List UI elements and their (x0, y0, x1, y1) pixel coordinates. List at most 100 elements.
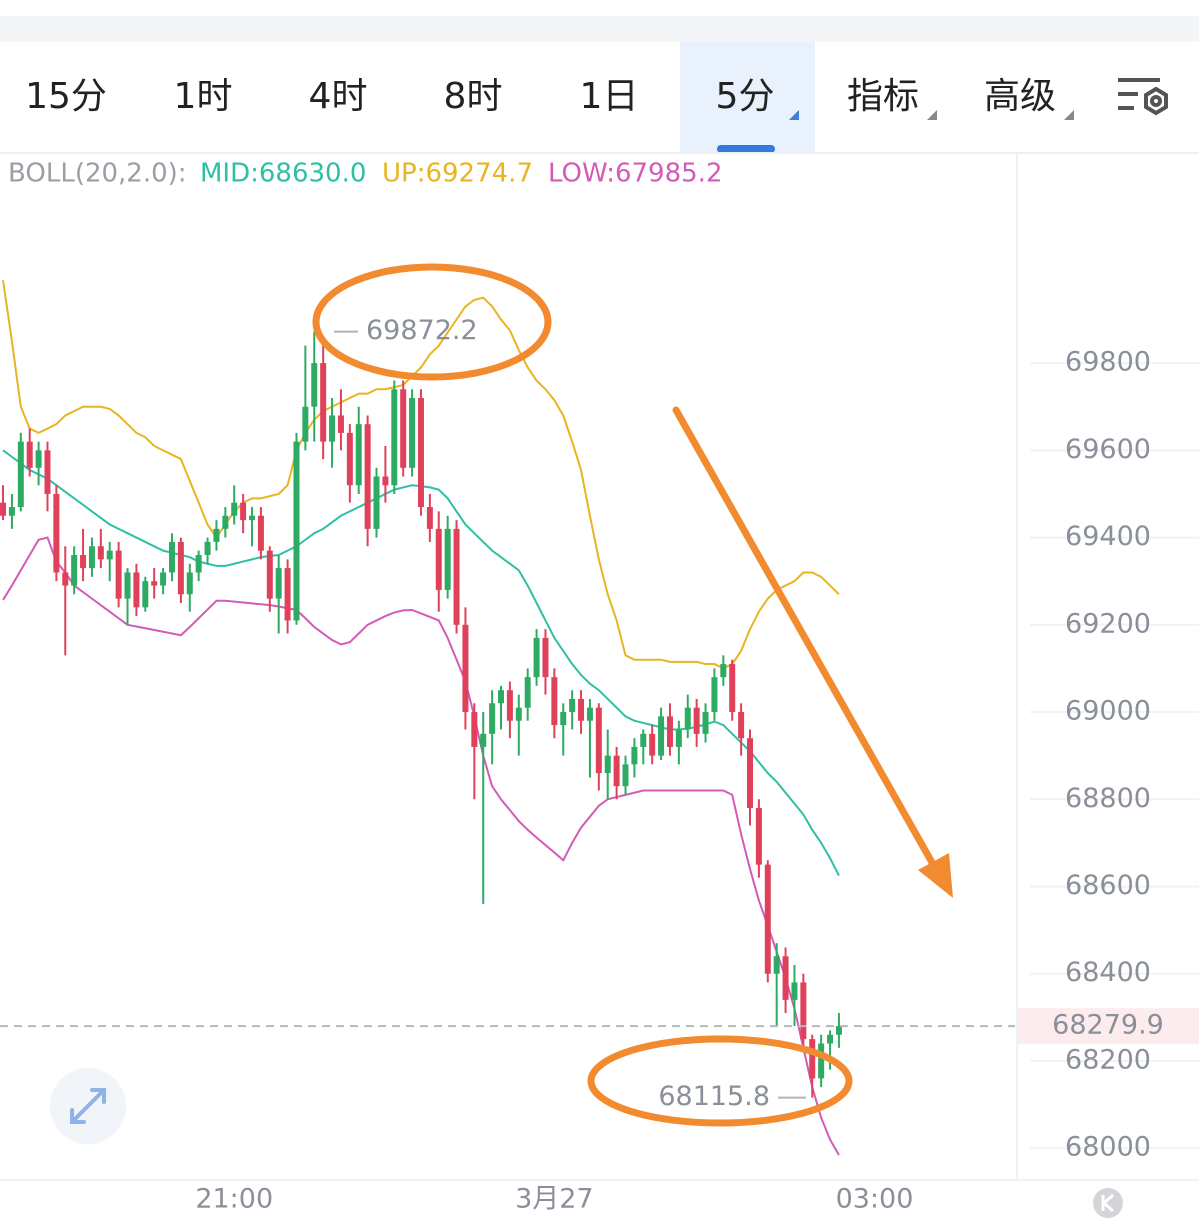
last-price-label: 68279.9 (1052, 1010, 1164, 1041)
low-marker-label: 68115.8 (658, 1081, 770, 1112)
tab[interactable]: 高级 (984, 76, 1056, 117)
x-tick-label: 3月27 (515, 1184, 594, 1215)
tab[interactable]: 15分 (25, 76, 107, 117)
candle-body (337, 415, 344, 433)
candle-body (257, 515, 264, 551)
dropdown-caret (1064, 110, 1074, 120)
k-glyph (1101, 1193, 1114, 1213)
candle-body (417, 398, 424, 508)
settings-icon[interactable] (1118, 78, 1168, 116)
dropdown-caret (927, 110, 937, 120)
candle-body (800, 982, 807, 1040)
candle-body (764, 864, 771, 974)
candle-body (35, 450, 42, 468)
candle-body (462, 624, 469, 713)
candle-body (631, 746, 638, 765)
tab[interactable]: 4时 (309, 76, 368, 117)
tab[interactable]: 指标 (847, 76, 919, 117)
y-tick-label: 69000 (1065, 696, 1151, 727)
expand-button[interactable] (50, 1068, 126, 1144)
high-marker-label: 69872.2 (366, 315, 478, 346)
candle-body (506, 690, 513, 721)
candle-body (62, 572, 69, 586)
candle-body (560, 712, 567, 726)
candle-body (204, 541, 211, 556)
candle-body (213, 528, 220, 542)
candle-body (827, 1034, 834, 1044)
candle-body (604, 755, 611, 774)
candle-body (240, 502, 247, 521)
candle-body (747, 738, 754, 808)
candle-body (702, 712, 709, 734)
y-tick-label: 69400 (1065, 521, 1151, 552)
y-tick-label: 68800 (1065, 783, 1151, 814)
candle-body (675, 729, 682, 747)
plot (0, 280, 1199, 1156)
tab[interactable]: 8时 (444, 76, 503, 117)
candle-body (684, 707, 691, 730)
candle-body (364, 424, 371, 529)
candle-body (782, 956, 789, 1000)
legend-entry: MID:68630.0 (200, 159, 366, 189)
candle-body (391, 389, 398, 486)
candle-body (186, 572, 193, 595)
candle-body (115, 550, 122, 599)
tab[interactable]: 5分 (716, 76, 775, 117)
trend-arrow (672, 406, 938, 870)
candle-body (142, 581, 149, 608)
tab[interactable]: 1时 (174, 76, 233, 117)
drawings (312, 263, 953, 1127)
candle-body (97, 546, 104, 560)
candle-body (542, 637, 549, 678)
candle-body (498, 690, 505, 704)
candle-body (124, 572, 131, 599)
candle-body (80, 555, 87, 569)
candle-body (195, 555, 202, 573)
candle-body (658, 716, 665, 756)
candle-body (0, 502, 7, 516)
candle-body (711, 677, 718, 713)
candle-body (729, 664, 736, 713)
candle-body (275, 568, 282, 599)
candle-body (569, 698, 576, 713)
candle-body (595, 707, 602, 774)
legend-entry: UP:69274.7 (382, 159, 533, 189)
high-ellipse (312, 263, 552, 381)
candle-body (231, 502, 238, 516)
expand-line (70, 1088, 106, 1124)
candle-body (791, 982, 798, 1000)
candle-body (53, 493, 60, 573)
expand-arrow (70, 1108, 86, 1124)
band-line (2, 280, 840, 670)
candle-body (613, 755, 620, 787)
candle-body (586, 707, 593, 721)
y-tick-label: 68400 (1065, 957, 1151, 988)
k-icon (1093, 1188, 1123, 1218)
candle-body (738, 712, 745, 739)
candle-body (622, 764, 629, 787)
legend-entry: LOW:67985.2 (548, 159, 722, 189)
candle-body (160, 572, 167, 586)
candle-body (293, 441, 300, 621)
candle-body (284, 568, 291, 621)
indicator-label: BOLL(20,2.0): (8, 159, 187, 189)
k-button[interactable] (1093, 1188, 1123, 1218)
candle-body (693, 707, 700, 734)
candle-body (71, 555, 78, 586)
candle-body (578, 698, 585, 721)
candle-body (649, 733, 656, 756)
candle-body (489, 703, 496, 734)
candle-body (222, 515, 229, 529)
candle-body (311, 363, 318, 407)
candle-body (151, 581, 158, 586)
candle-body (453, 528, 460, 625)
candle-body (773, 956, 780, 974)
candle-body (480, 733, 487, 747)
expand-arrow (90, 1088, 106, 1104)
candle-body (168, 541, 175, 573)
candle-body (818, 1043, 825, 1079)
candle-body (835, 1026, 842, 1035)
tab[interactable]: 1日 (580, 76, 639, 117)
